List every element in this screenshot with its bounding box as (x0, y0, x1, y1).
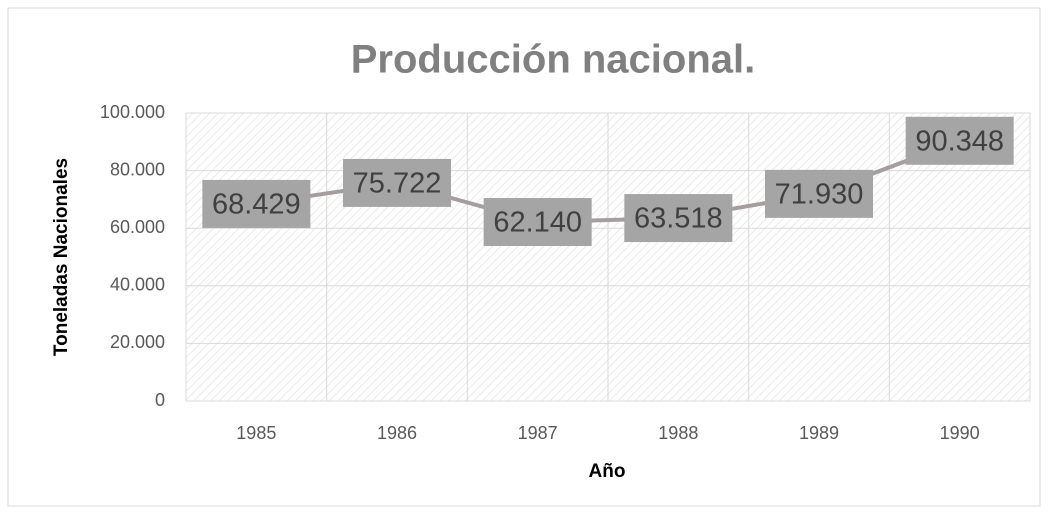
data-label-box (624, 194, 733, 243)
data-label-box (765, 169, 873, 218)
x-tick-label: 1989 (799, 423, 839, 443)
x-tick-label: 1987 (518, 423, 558, 443)
data-label: 75.722 (353, 168, 442, 200)
y-tick-label: 40.000 (110, 275, 165, 295)
y-axis-label: Toneladas Nacionales (51, 158, 72, 356)
data-label: 90.348 (915, 125, 1004, 157)
y-tick-label: 80.000 (110, 159, 165, 179)
data-label: 63.518 (634, 203, 723, 235)
x-tick-label: 1985 (236, 423, 276, 443)
data-label: 68.429 (212, 189, 301, 221)
x-tick-label: 1986 (377, 423, 417, 443)
x-tick-label: 1990 (940, 423, 980, 443)
data-label: 62.140 (493, 207, 582, 239)
y-tick-label: 100.000 (100, 102, 165, 122)
data-label: 71.930 (775, 178, 864, 210)
y-tick-label: 20.000 (110, 332, 165, 352)
chart-title: Producción nacional. (351, 38, 756, 82)
y-tick-label: 0 (155, 390, 165, 410)
data-label-box (202, 179, 311, 228)
y-tick-label: 60.000 (110, 217, 165, 237)
data-label-box (905, 116, 1014, 165)
x-tick-label: 1988 (658, 423, 698, 443)
data-label-box (343, 158, 451, 207)
x-axis-label: Año (589, 461, 626, 482)
data-label-box (483, 198, 592, 247)
